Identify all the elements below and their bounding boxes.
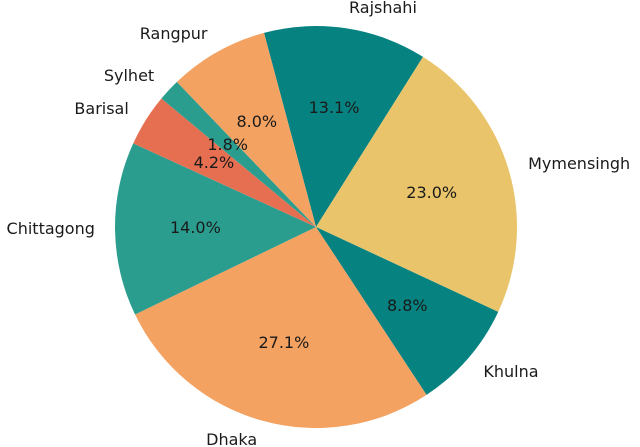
pie-slice-sylhet (161, 81, 316, 228)
pie-slice-mymensingh (316, 56, 518, 312)
slice-label-chittagong: Chittagong (6, 219, 95, 239)
pie-slice-khulna (316, 227, 499, 395)
slice-label-barisal: Barisal (74, 99, 129, 119)
slice-pct-rangpur: 8.0% (236, 111, 278, 131)
slice-label-rangpur: Rangpur (139, 24, 208, 44)
slice-pct-barisal: 4.2% (193, 152, 235, 172)
pie-slice-rangpur (176, 32, 316, 227)
slice-label-rajshahi: Rajshahi (349, 0, 417, 18)
pie-slice-chittagong (115, 143, 316, 315)
slice-pct-sylhet: 1.8% (207, 134, 249, 154)
pie-slice-rajshahi (263, 26, 423, 227)
slice-pct-dhaka: 27.1% (258, 333, 310, 353)
slice-pct-khulna: 8.8% (386, 295, 428, 315)
pie-slice-barisal (133, 98, 316, 227)
slice-pct-rajshahi: 13.1% (308, 97, 360, 117)
slice-pct-mymensingh: 23.0% (406, 182, 458, 202)
slice-pct-chittagong: 14.0% (169, 218, 221, 238)
slice-label-sylhet: Sylhet (103, 66, 155, 86)
slice-label-dhaka: Dhaka (206, 430, 258, 447)
pie-slice-dhaka (135, 227, 427, 428)
slice-label-khulna: Khulna (483, 361, 539, 381)
slice-label-mymensingh: Mymensingh (528, 154, 631, 174)
